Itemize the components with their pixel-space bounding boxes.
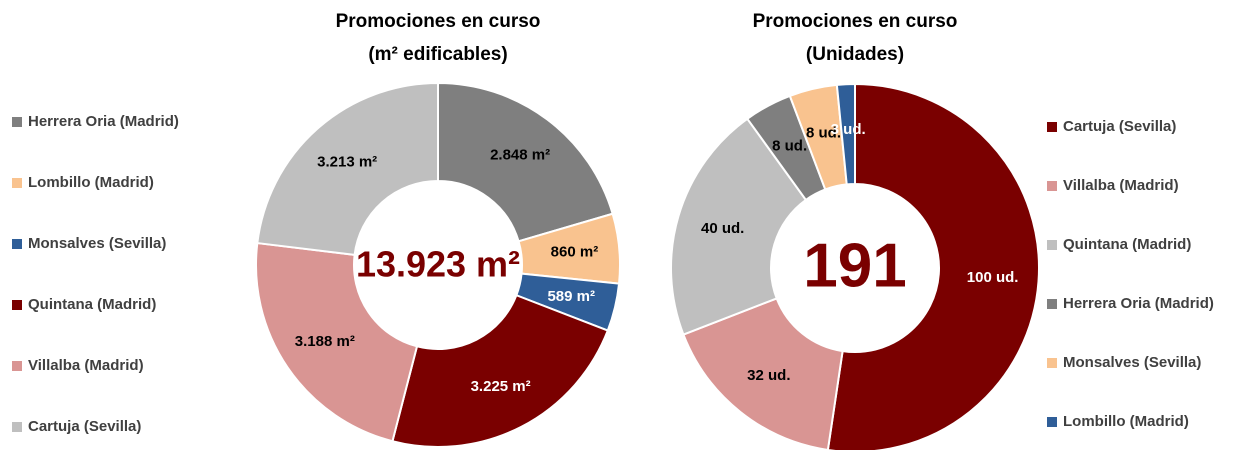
- value-label: 2.848 m²: [490, 146, 550, 163]
- legend-label: Quintana (Madrid): [28, 296, 156, 313]
- legend-label: Monsalves (Sevilla): [28, 235, 166, 252]
- donut-slice: [670, 117, 808, 336]
- legend-swatch: [12, 361, 22, 371]
- donut-slice: [826, 82, 1040, 453]
- chart-title: Promociones en curso: [753, 11, 958, 32]
- donut-slice: [256, 81, 439, 256]
- chart-subtitle: (Unidades): [806, 44, 904, 65]
- donut-total: 191: [803, 231, 906, 300]
- legend-swatch: [12, 300, 22, 310]
- legend-label: Monsalves (Sevilla): [1063, 354, 1201, 371]
- value-label: 3.225 m²: [471, 378, 531, 395]
- legend-swatch: [1047, 417, 1057, 427]
- legend-swatch: [12, 422, 22, 432]
- legend-label: Quintana (Madrid): [1063, 236, 1191, 253]
- donut-slice: [835, 82, 856, 186]
- legend-label: Villalba (Madrid): [1063, 177, 1179, 194]
- value-label: 860 m²: [551, 243, 599, 260]
- legend-swatch: [1047, 240, 1057, 250]
- legend-label: Lombillo (Madrid): [1063, 413, 1189, 430]
- chart-title: Promociones en curso: [336, 11, 541, 32]
- value-label: 100 ud.: [967, 269, 1019, 286]
- legend-label: Cartuja (Sevilla): [28, 418, 141, 435]
- value-label: 3.188 m²: [295, 333, 355, 350]
- value-label: 40 ud.: [701, 220, 744, 237]
- legend-label: Herrera Oria (Madrid): [28, 113, 179, 130]
- value-label: 8 ud.: [806, 125, 841, 142]
- donut-total: 13.923 m²: [356, 244, 520, 285]
- legend-swatch: [1047, 299, 1057, 309]
- legend-swatch: [1047, 122, 1057, 132]
- donut-slice: [255, 241, 419, 443]
- legend-swatch: [12, 239, 22, 249]
- legend-label: Lombillo (Madrid): [28, 174, 154, 191]
- value-label: 589 m²: [547, 288, 595, 305]
- legend-swatch: [12, 117, 22, 127]
- chart-subtitle: (m² edificables): [368, 44, 507, 65]
- legend-swatch: [1047, 181, 1057, 191]
- legend-swatch: [1047, 358, 1057, 368]
- donut-slice: [437, 81, 614, 243]
- legend-swatch: [12, 178, 22, 188]
- legend-label: Herrera Oria (Madrid): [1063, 295, 1214, 312]
- value-label: 3 ud.: [831, 121, 866, 138]
- value-label: 32 ud.: [747, 367, 790, 384]
- legend-label: Cartuja (Sevilla): [1063, 118, 1176, 135]
- value-label: 3.213 m²: [317, 153, 377, 170]
- donut-slice: [682, 297, 844, 452]
- value-label: 8 ud.: [772, 137, 807, 154]
- donut-slice: [391, 293, 610, 448]
- legend-label: Villalba (Madrid): [28, 357, 144, 374]
